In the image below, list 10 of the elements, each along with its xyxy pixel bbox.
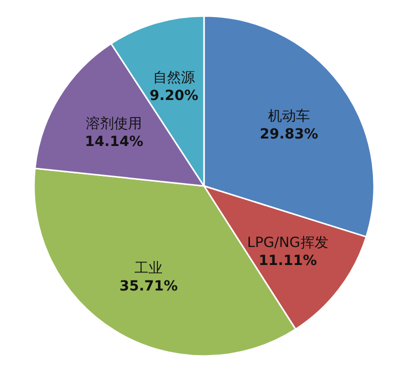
data-label: 9.20% [150,88,198,104]
slice-label: 自然源 [152,70,195,86]
data-label: 14.14% [84,134,144,150]
data-label: 29.83% [260,126,318,143]
data-label: 35.71% [119,278,178,295]
slice-label: LPG/NG挥发 [247,235,328,252]
slice-label: 机动车 [268,108,310,125]
slice-label: 工业 [134,260,163,277]
slice-label: 溶剂使用 [86,116,142,132]
data-label: 11.11% [258,253,317,270]
